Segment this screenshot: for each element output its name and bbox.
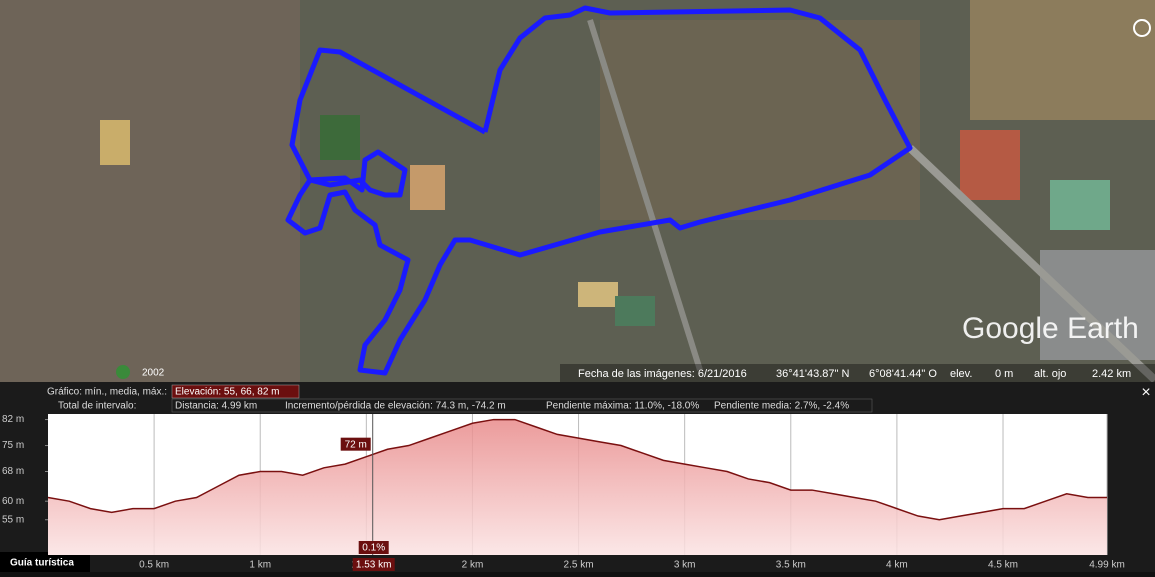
urban-area — [600, 20, 920, 220]
cursor-x-box — [352, 558, 395, 571]
imagery-date: Fecha de las imágenes: 6/21/2016 — [578, 368, 747, 380]
distance: Distancia: 4.99 km — [175, 401, 257, 412]
elevation-line — [47, 418, 1107, 521]
gain-loss: Incremento/pérdida de elevación: 74.3 m,… — [285, 401, 506, 412]
cursor-slope: 0.1% — [362, 543, 385, 554]
road — [587, 19, 703, 371]
longitude: 6°08'41.44" O — [869, 368, 937, 380]
max-slope: Pendiente máxima: 11.0%, -18.0% — [546, 401, 699, 412]
avg-slope: Pendiente media: 2.7%, -2.4% — [714, 401, 849, 412]
cursor-x: 1.53 km — [356, 560, 392, 571]
road — [907, 145, 1155, 383]
y-tick-label: 60 m — [2, 496, 24, 507]
fields — [970, 0, 1155, 120]
x-tick-label: 2 km — [462, 560, 484, 571]
x-tick-label: 0.5 km — [139, 560, 169, 571]
map[interactable]: Google Earth 2002 Fecha de las imágenes:… — [0, 0, 1155, 383]
y-tick-label: 82 m — [2, 414, 24, 425]
area-fill — [48, 419, 1107, 555]
field — [615, 296, 655, 326]
elevation-value: 0 m — [995, 368, 1013, 380]
x-tick-label: 3.5 km — [776, 560, 806, 571]
elevation-label: elev. — [950, 368, 972, 380]
x-tick-label: 2.5 km — [564, 560, 594, 571]
eye-altitude-value: 2.42 km — [1092, 368, 1131, 380]
field — [1050, 180, 1110, 230]
y-tick-label: 55 m — [2, 514, 24, 525]
close-button[interactable]: × — [1141, 384, 1150, 401]
x-tick-label: 4 km — [886, 560, 908, 571]
urban-area — [0, 0, 300, 382]
info-label: Total de intervalo: — [58, 401, 136, 412]
imagery-year: 2002 — [142, 368, 165, 379]
google-earth-logo: Google Earth — [962, 312, 1139, 345]
field — [410, 165, 445, 210]
industrial-area — [1040, 250, 1155, 360]
tour-label: Guía turística — [10, 558, 74, 569]
elevation-box[interactable] — [171, 384, 300, 399]
x-tick-label: 4.99 km — [1089, 560, 1125, 571]
x-tick-label: 3 km — [674, 560, 696, 571]
eye-altitude-label: alt. ojo — [1034, 368, 1066, 380]
history-icon[interactable] — [116, 365, 130, 379]
building — [960, 130, 1020, 200]
x-tick-label: 1 km — [249, 560, 271, 571]
field — [100, 120, 130, 165]
cursor-slope-box — [358, 541, 389, 554]
route — [285, 5, 913, 376]
compass[interactable] — [1133, 19, 1151, 37]
elevation-stats: Elevación: 55, 66, 82 m — [175, 387, 280, 398]
y-tick-label: 75 m — [2, 440, 24, 451]
field — [578, 282, 618, 307]
info-label: Gráfico: mín., media, máx.: — [47, 387, 167, 398]
cursor-value: 72 m — [345, 439, 367, 450]
cursor-value-box — [340, 437, 371, 451]
info-box — [171, 398, 873, 413]
latitude: 36°41'43.87" N — [776, 368, 849, 380]
status-bar — [560, 364, 1155, 382]
field — [320, 115, 360, 160]
tour-tab[interactable] — [0, 552, 90, 572]
x-tick-label: 4.5 km — [988, 560, 1018, 571]
y-tick-label: 68 m — [2, 466, 24, 477]
